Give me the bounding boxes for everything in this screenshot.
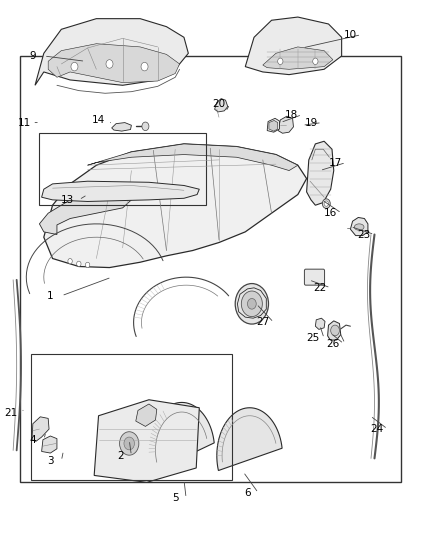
Polygon shape xyxy=(44,144,307,268)
Polygon shape xyxy=(350,217,368,236)
Polygon shape xyxy=(35,19,188,85)
Text: 4: 4 xyxy=(29,435,36,445)
Circle shape xyxy=(313,58,318,64)
Text: 3: 3 xyxy=(47,456,54,466)
Circle shape xyxy=(141,62,148,71)
Circle shape xyxy=(85,262,90,268)
Text: 17: 17 xyxy=(328,158,342,167)
Polygon shape xyxy=(42,436,57,453)
Text: 9: 9 xyxy=(29,51,36,61)
Polygon shape xyxy=(112,123,131,131)
Circle shape xyxy=(331,325,339,336)
Text: 16: 16 xyxy=(324,208,337,218)
Polygon shape xyxy=(149,402,214,472)
Polygon shape xyxy=(32,417,49,441)
Text: 11: 11 xyxy=(18,118,31,127)
Polygon shape xyxy=(215,99,228,112)
Circle shape xyxy=(241,291,262,317)
Text: 25: 25 xyxy=(307,334,320,343)
Circle shape xyxy=(322,199,330,208)
Text: 26: 26 xyxy=(326,339,339,349)
Text: 5: 5 xyxy=(172,494,179,503)
Text: 10: 10 xyxy=(344,30,357,39)
Polygon shape xyxy=(42,181,199,201)
Bar xyxy=(31,354,232,480)
Text: 27: 27 xyxy=(256,318,269,327)
Text: 21: 21 xyxy=(4,408,18,418)
Polygon shape xyxy=(217,408,282,471)
Circle shape xyxy=(235,284,268,324)
Text: 2: 2 xyxy=(117,451,124,461)
Polygon shape xyxy=(269,120,278,131)
Circle shape xyxy=(120,432,139,455)
Polygon shape xyxy=(278,116,293,133)
Polygon shape xyxy=(245,17,342,75)
Bar xyxy=(39,133,206,205)
Polygon shape xyxy=(307,141,334,205)
Circle shape xyxy=(142,122,149,131)
Polygon shape xyxy=(263,47,333,69)
Polygon shape xyxy=(267,118,279,132)
Circle shape xyxy=(71,62,78,71)
Text: 20: 20 xyxy=(212,99,226,109)
Text: 6: 6 xyxy=(244,488,251,498)
Circle shape xyxy=(68,259,72,264)
Text: 18: 18 xyxy=(285,110,298,119)
Circle shape xyxy=(278,58,283,64)
FancyBboxPatch shape xyxy=(304,269,325,285)
Circle shape xyxy=(124,437,134,450)
Ellipse shape xyxy=(354,224,364,230)
Text: 14: 14 xyxy=(92,115,105,125)
Text: 1: 1 xyxy=(47,291,54,301)
Polygon shape xyxy=(328,321,341,340)
Text: 24: 24 xyxy=(370,424,383,434)
Circle shape xyxy=(77,261,81,266)
Text: 22: 22 xyxy=(313,283,326,293)
Polygon shape xyxy=(94,400,199,482)
Bar xyxy=(20,56,401,482)
Text: 19: 19 xyxy=(304,118,318,127)
Text: 13: 13 xyxy=(61,195,74,205)
Polygon shape xyxy=(39,192,131,235)
Polygon shape xyxy=(48,44,180,83)
Circle shape xyxy=(247,298,256,309)
Circle shape xyxy=(106,60,113,68)
Polygon shape xyxy=(136,404,157,426)
Circle shape xyxy=(324,201,328,206)
Polygon shape xyxy=(315,318,325,329)
Polygon shape xyxy=(88,144,298,171)
Text: 23: 23 xyxy=(357,230,370,239)
